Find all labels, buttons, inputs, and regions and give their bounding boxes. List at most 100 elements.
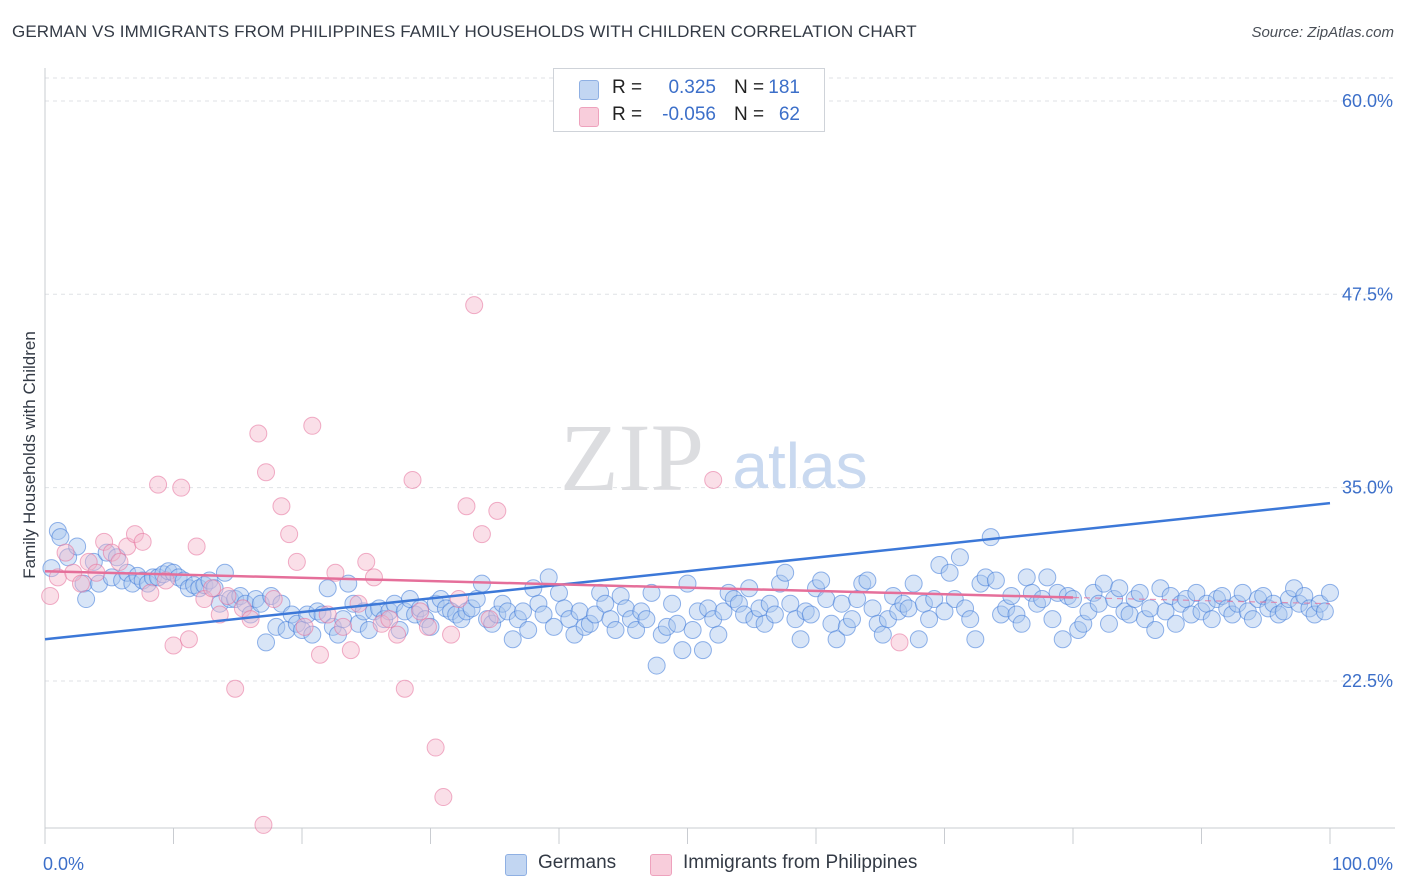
- point-philippines: [272, 497, 291, 516]
- point-germans: [503, 630, 522, 649]
- point-germans: [1207, 590, 1226, 609]
- point-germans: [1084, 583, 1103, 602]
- point-philippines: [249, 424, 268, 443]
- point-philippines: [287, 552, 306, 571]
- point-germans: [1038, 568, 1057, 587]
- point-germans: [796, 602, 815, 621]
- point-germans: [68, 537, 87, 556]
- point-philippines: [310, 645, 329, 664]
- point-germans: [832, 594, 851, 613]
- point-germans: [1166, 614, 1185, 633]
- point-germans: [873, 625, 892, 644]
- point-germans: [956, 599, 975, 618]
- point-germans: [1064, 590, 1082, 609]
- legend-r-label: R =: [612, 77, 643, 98]
- point-germans: [981, 528, 1000, 547]
- point-germans: [647, 656, 666, 675]
- point-germans: [179, 579, 198, 598]
- legend-n-label: N =: [734, 104, 765, 125]
- point-germans: [863, 599, 882, 618]
- point-germans: [930, 556, 949, 575]
- point-germans: [1269, 605, 1288, 624]
- point-germans: [1130, 583, 1149, 602]
- trend-line-germans: [44, 501, 1331, 641]
- point-germans: [735, 605, 754, 624]
- trend-lines: [44, 501, 1331, 641]
- point-germans: [1110, 579, 1129, 598]
- bottom-legend-swatch: [505, 854, 527, 876]
- point-philippines: [488, 501, 507, 520]
- point-germans: [51, 528, 70, 547]
- point-philippines: [226, 679, 245, 698]
- point-philippines: [172, 478, 191, 497]
- point-germans: [1115, 602, 1134, 621]
- point-germans: [555, 599, 574, 618]
- point-philippines: [141, 583, 160, 602]
- legend-n-value: 62: [778, 104, 800, 125]
- point-germans: [637, 610, 656, 629]
- point-philippines: [364, 568, 383, 587]
- point-germans: [580, 614, 599, 633]
- point-germans: [262, 586, 281, 605]
- trend-line-philippines-extension: [1072, 596, 1331, 605]
- point-germans: [940, 563, 959, 582]
- point-germans: [781, 594, 800, 613]
- point-philippines: [442, 625, 461, 644]
- point-germans: [868, 614, 887, 633]
- point-philippines: [110, 552, 129, 571]
- legend-n-value: 181: [768, 77, 800, 98]
- point-germans: [575, 617, 594, 636]
- point-philippines: [341, 641, 360, 660]
- axes: [44, 68, 1395, 844]
- bottom-legend-swatch: [650, 854, 672, 876]
- point-philippines: [254, 815, 273, 834]
- point-germans: [1007, 605, 1026, 624]
- bottom-legend-label: Immigrants from Philippines: [683, 852, 918, 873]
- point-germans: [858, 571, 877, 590]
- y-tick-label: 35.0%: [1342, 478, 1393, 498]
- point-philippines: [102, 543, 121, 562]
- tick-labels: 22.5% 35.0% 47.5% 60.0% 0.0% 100.0%: [43, 91, 1393, 874]
- point-germans: [673, 641, 692, 660]
- point-philippines: [890, 633, 909, 652]
- point-germans: [693, 641, 712, 660]
- point-germans: [215, 563, 234, 582]
- point-germans: [827, 630, 846, 649]
- point-germans: [822, 614, 841, 633]
- point-philippines: [418, 617, 437, 636]
- point-germans: [729, 594, 748, 613]
- point-philippines: [426, 738, 445, 757]
- point-germans: [1099, 614, 1118, 633]
- legend-row-philippines: R = -0.056 N = 62: [554, 101, 824, 129]
- y-tick-label: 47.5%: [1342, 284, 1393, 304]
- point-philippines: [380, 610, 399, 629]
- point-germans: [961, 610, 980, 629]
- x-tick-label: 100.0%: [1332, 854, 1393, 874]
- point-germans: [544, 617, 563, 636]
- point-germans: [1094, 574, 1113, 593]
- point-philippines: [395, 679, 414, 698]
- legend-swatch-philippines: [579, 107, 599, 127]
- point-germans: [771, 574, 790, 593]
- point-germans: [683, 620, 702, 639]
- point-germans: [534, 605, 553, 624]
- point-germans: [436, 599, 455, 618]
- point-germans: [303, 625, 322, 644]
- point-germans: [976, 568, 995, 587]
- point-germans: [621, 610, 640, 629]
- legend-r-value: 0.325: [668, 77, 716, 98]
- point-germans: [462, 599, 481, 618]
- point-germans: [1228, 594, 1247, 613]
- point-philippines: [149, 475, 168, 494]
- correlation-legend: R = 0.325 N = 181 R = -0.056 N = 62: [553, 68, 825, 132]
- point-germans: [878, 610, 897, 629]
- point-germans: [668, 614, 687, 633]
- watermark-zip: ZIP: [560, 404, 704, 511]
- point-philippines: [388, 625, 407, 644]
- point-germans: [519, 620, 538, 639]
- point-philippines: [156, 571, 175, 590]
- point-germans: [1151, 579, 1170, 598]
- legend-r-label: R =: [612, 104, 643, 125]
- point-germans: [483, 614, 502, 633]
- point-germans: [760, 594, 779, 613]
